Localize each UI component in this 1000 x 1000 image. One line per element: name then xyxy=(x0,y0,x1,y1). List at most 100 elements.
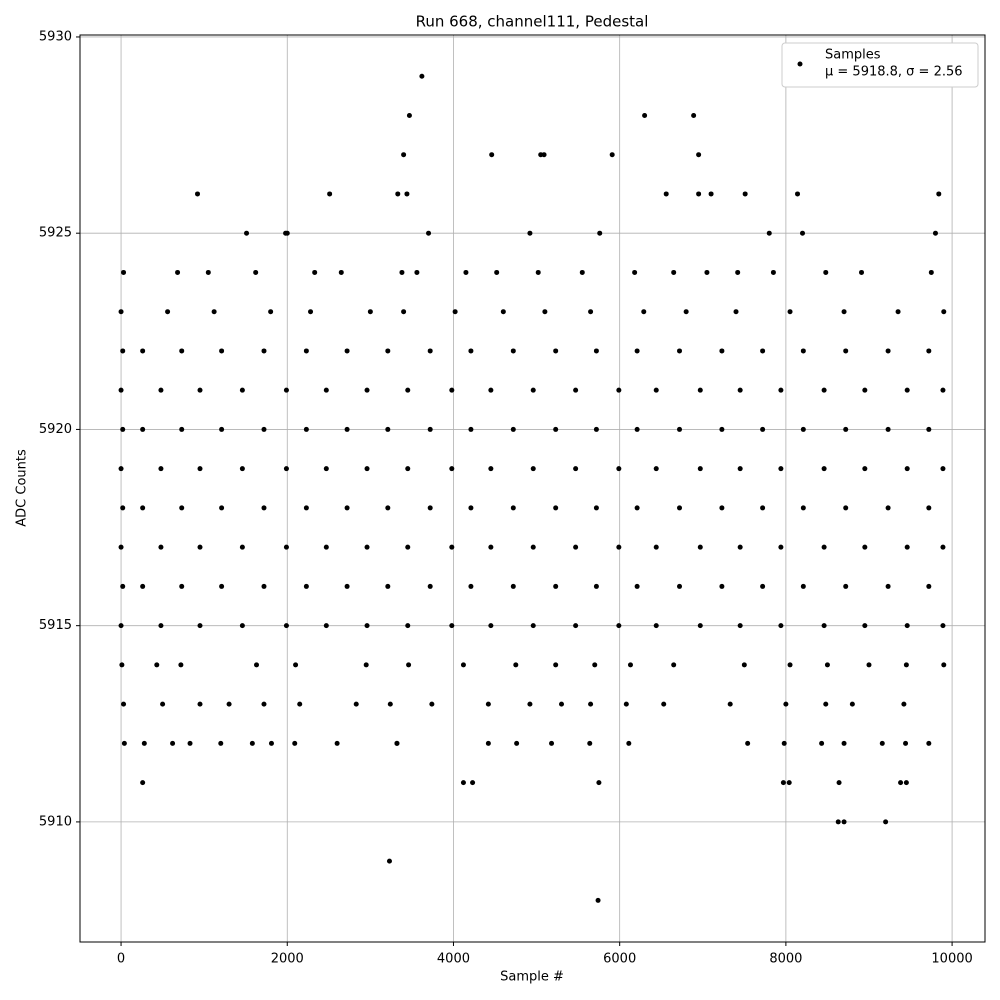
chart-title: Run 668, channel111, Pedestal xyxy=(416,13,649,31)
point xyxy=(760,426,766,432)
point xyxy=(737,544,743,550)
point xyxy=(819,740,825,746)
point xyxy=(121,269,127,275)
point xyxy=(249,740,255,746)
point xyxy=(941,662,947,668)
point xyxy=(885,348,891,354)
point xyxy=(862,387,868,393)
point xyxy=(470,780,476,786)
point xyxy=(488,623,494,629)
point xyxy=(741,662,747,668)
point xyxy=(941,309,947,315)
point xyxy=(463,269,469,275)
point xyxy=(677,348,683,354)
point xyxy=(553,505,559,511)
point xyxy=(588,701,594,707)
legend-label: Samples xyxy=(825,48,881,63)
point xyxy=(940,466,946,472)
point xyxy=(154,662,160,668)
point xyxy=(623,701,629,707)
x-tick-label: 10000 xyxy=(931,952,972,967)
y-tick-label: 5920 xyxy=(39,422,72,437)
point xyxy=(843,426,849,432)
point xyxy=(427,505,433,511)
y-axis-label: ADC Counts xyxy=(15,449,30,527)
point xyxy=(704,269,710,275)
point xyxy=(334,740,340,746)
point xyxy=(696,152,702,158)
point xyxy=(587,740,593,746)
point xyxy=(671,662,677,668)
x-tick-label: 8000 xyxy=(769,952,802,967)
x-tick-label: 6000 xyxy=(603,952,636,967)
point xyxy=(885,426,891,432)
point xyxy=(596,780,602,786)
point xyxy=(488,466,494,472)
point xyxy=(121,701,127,707)
point xyxy=(737,387,743,393)
point xyxy=(253,269,259,275)
point xyxy=(787,309,793,315)
point xyxy=(932,230,938,236)
point xyxy=(903,780,909,786)
point xyxy=(399,269,405,275)
point xyxy=(254,662,260,668)
point xyxy=(766,230,772,236)
point xyxy=(835,819,841,825)
point xyxy=(697,544,703,550)
point xyxy=(592,662,598,668)
legend-marker xyxy=(797,61,803,67)
point xyxy=(353,701,359,707)
point xyxy=(405,544,411,550)
point xyxy=(597,230,603,236)
point xyxy=(297,701,303,707)
point xyxy=(588,309,594,315)
point xyxy=(760,348,766,354)
point xyxy=(500,309,506,315)
point xyxy=(535,269,541,275)
point xyxy=(239,466,245,472)
point xyxy=(449,466,455,472)
point xyxy=(179,505,185,511)
point xyxy=(683,309,689,315)
point xyxy=(449,623,455,629)
point xyxy=(219,505,225,511)
point xyxy=(926,505,932,511)
point xyxy=(823,269,829,275)
point xyxy=(553,348,559,354)
point xyxy=(904,544,910,550)
point xyxy=(841,309,847,315)
point xyxy=(593,348,599,354)
point xyxy=(795,191,801,197)
legend-annotation: μ = 5918.8, σ = 2.56 xyxy=(825,65,963,80)
point xyxy=(283,466,289,472)
point xyxy=(140,426,146,432)
point xyxy=(261,426,267,432)
point xyxy=(653,544,659,550)
point xyxy=(903,740,909,746)
point xyxy=(510,348,516,354)
point xyxy=(549,740,555,746)
point xyxy=(691,112,697,118)
point xyxy=(178,662,184,668)
point xyxy=(697,623,703,629)
point xyxy=(460,662,466,668)
point xyxy=(553,662,559,668)
point xyxy=(303,348,309,354)
point xyxy=(261,701,267,707)
point xyxy=(708,191,714,197)
point xyxy=(898,780,904,786)
point xyxy=(179,583,185,589)
point xyxy=(158,387,164,393)
point xyxy=(653,466,659,472)
point xyxy=(901,701,907,707)
point xyxy=(579,269,585,275)
point xyxy=(553,426,559,432)
point xyxy=(283,623,289,629)
point xyxy=(940,544,946,550)
point xyxy=(211,309,217,315)
point xyxy=(697,466,703,472)
point xyxy=(885,583,891,589)
point xyxy=(293,662,299,668)
point xyxy=(824,662,830,668)
